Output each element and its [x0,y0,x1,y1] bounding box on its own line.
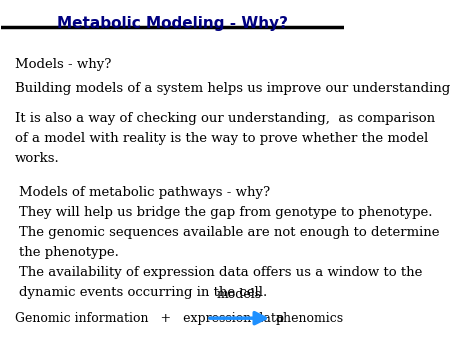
Text: Models of metabolic pathways - why?: Models of metabolic pathways - why? [18,186,270,199]
Text: The genomic sequences available are not enough to determine: The genomic sequences available are not … [18,226,439,239]
Text: works.: works. [15,152,60,165]
Text: phenomics: phenomics [275,312,343,325]
Text: models: models [217,288,262,301]
Text: Building models of a system helps us improve our understanding.: Building models of a system helps us imp… [15,82,450,95]
Text: They will help us bridge the gap from genotype to phenotype.: They will help us bridge the gap from ge… [18,206,432,219]
Text: Metabolic Modeling - Why?: Metabolic Modeling - Why? [57,17,288,31]
Text: dynamic events occurring in the cell.: dynamic events occurring in the cell. [18,286,267,299]
Text: of a model with reality is the way to prove whether the model: of a model with reality is the way to pr… [15,132,428,145]
Text: the phenotype.: the phenotype. [18,246,118,259]
Text: The availability of expression data offers us a window to the: The availability of expression data offe… [18,266,422,279]
Text: Models - why?: Models - why? [15,58,112,71]
Text: Genomic information   +   expression data: Genomic information + expression data [15,312,284,325]
Text: It is also a way of checking our understanding,  as comparison: It is also a way of checking our underst… [15,112,435,125]
